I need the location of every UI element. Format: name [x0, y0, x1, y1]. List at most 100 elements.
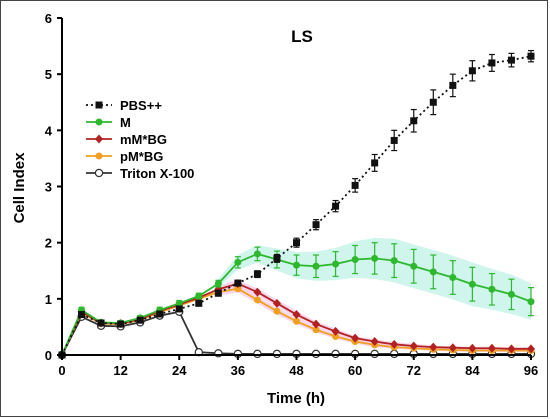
- data-point: [409, 341, 418, 351]
- data-point: [371, 254, 379, 262]
- data-point: [214, 280, 222, 288]
- data-point: [468, 67, 476, 75]
- x-tick-label: 72: [407, 363, 421, 378]
- data-point: [272, 298, 281, 308]
- x-tick-label: 60: [348, 363, 362, 378]
- legend-marker: [95, 118, 103, 126]
- data-point: [117, 320, 125, 328]
- data-point: [332, 260, 340, 268]
- data-point: [78, 311, 86, 319]
- legend-marker: [95, 101, 103, 109]
- legend-item: mM*BG: [86, 132, 167, 147]
- data-point: [410, 262, 418, 270]
- y-ticks: 0 1 2 3 4 5 6: [45, 11, 62, 363]
- x-ticks: 0 12 24 36 48 60 72 84 96: [58, 355, 538, 378]
- data-point: [273, 254, 281, 262]
- data-point: [390, 257, 398, 265]
- data-point: [331, 326, 340, 336]
- data-point: [312, 262, 320, 270]
- x-tick-label: 84: [465, 363, 480, 378]
- x-tick-label: 36: [231, 363, 245, 378]
- data-point: [370, 349, 379, 359]
- data-point: [293, 239, 300, 247]
- data-point: [410, 117, 418, 125]
- data-point: [371, 159, 379, 167]
- data-point: [351, 181, 359, 189]
- data-point: [448, 343, 457, 353]
- y-tick-label: 1: [45, 292, 52, 307]
- x-tick-label: 24: [172, 363, 187, 378]
- data-point: [253, 296, 261, 304]
- data-point: [390, 339, 399, 349]
- legend-item: pM*BG: [86, 149, 163, 164]
- data-point: [487, 343, 496, 353]
- data-point: [234, 279, 242, 287]
- data-point: [253, 287, 262, 297]
- data-point: [293, 261, 300, 269]
- x-tick-label: 48: [289, 363, 303, 378]
- x-axis-title: Time (h): [267, 390, 325, 407]
- legend-item: M: [86, 115, 131, 130]
- data-point: [253, 250, 261, 258]
- data-point: [156, 310, 164, 318]
- y-tick-label: 0: [45, 348, 52, 363]
- data-point: [175, 299, 183, 307]
- error-band: [218, 280, 532, 351]
- data-point: [370, 337, 379, 347]
- data-point: [273, 307, 281, 315]
- legend-label: mM*BG: [120, 132, 167, 147]
- data-point: [253, 349, 262, 359]
- data-point: [195, 299, 203, 307]
- data-point: [429, 342, 438, 352]
- data-point: [468, 343, 477, 353]
- data-point: [332, 332, 340, 340]
- legend-marker: [95, 134, 103, 144]
- legend-marker: [94, 168, 104, 178]
- legend: PBS++ MmM*BG pM*BG Triton X-100: [86, 98, 194, 181]
- data-point: [195, 292, 203, 300]
- data-point: [507, 344, 516, 354]
- data-point: [449, 81, 457, 89]
- data-point: [429, 98, 437, 106]
- data-point: [507, 290, 515, 298]
- data-point: [527, 298, 535, 306]
- data-point: [234, 258, 242, 266]
- data-point: [234, 285, 242, 293]
- chart-title: LS: [291, 27, 313, 46]
- data-point: [272, 349, 282, 359]
- y-tick-label: 4: [45, 123, 53, 138]
- legend-item: PBS++: [86, 98, 162, 113]
- data-point: [351, 333, 360, 343]
- data-point: [253, 270, 261, 278]
- data-point: [312, 319, 321, 329]
- data-point: [312, 221, 320, 229]
- legend-label: Triton X-100: [120, 166, 194, 181]
- data-point: [97, 319, 105, 327]
- legend-label: pM*BG: [120, 149, 163, 164]
- y-tick-label: 5: [45, 67, 52, 82]
- x-tick-label: 96: [524, 363, 538, 378]
- x-tick-label: 0: [58, 363, 65, 378]
- legend-label: PBS++: [120, 98, 162, 113]
- y-axis-title: Cell Index: [11, 152, 28, 224]
- data-point: [214, 289, 222, 297]
- data-point: [488, 59, 496, 67]
- data-point: [527, 344, 535, 354]
- legend-label: M: [120, 115, 131, 130]
- legend-item: Triton X-100: [86, 166, 194, 181]
- data-point: [332, 202, 340, 210]
- data-point: [449, 273, 457, 281]
- legend-marker: [95, 152, 103, 160]
- data-point: [312, 326, 320, 334]
- data-point: [390, 136, 398, 144]
- data-point: [175, 305, 183, 313]
- x-tick-label: 12: [113, 363, 127, 378]
- data-point: [311, 349, 321, 359]
- data-point: [331, 349, 340, 359]
- data-point: [468, 280, 476, 288]
- data-point: [293, 317, 300, 325]
- data-point: [136, 316, 144, 324]
- data-point: [488, 285, 496, 293]
